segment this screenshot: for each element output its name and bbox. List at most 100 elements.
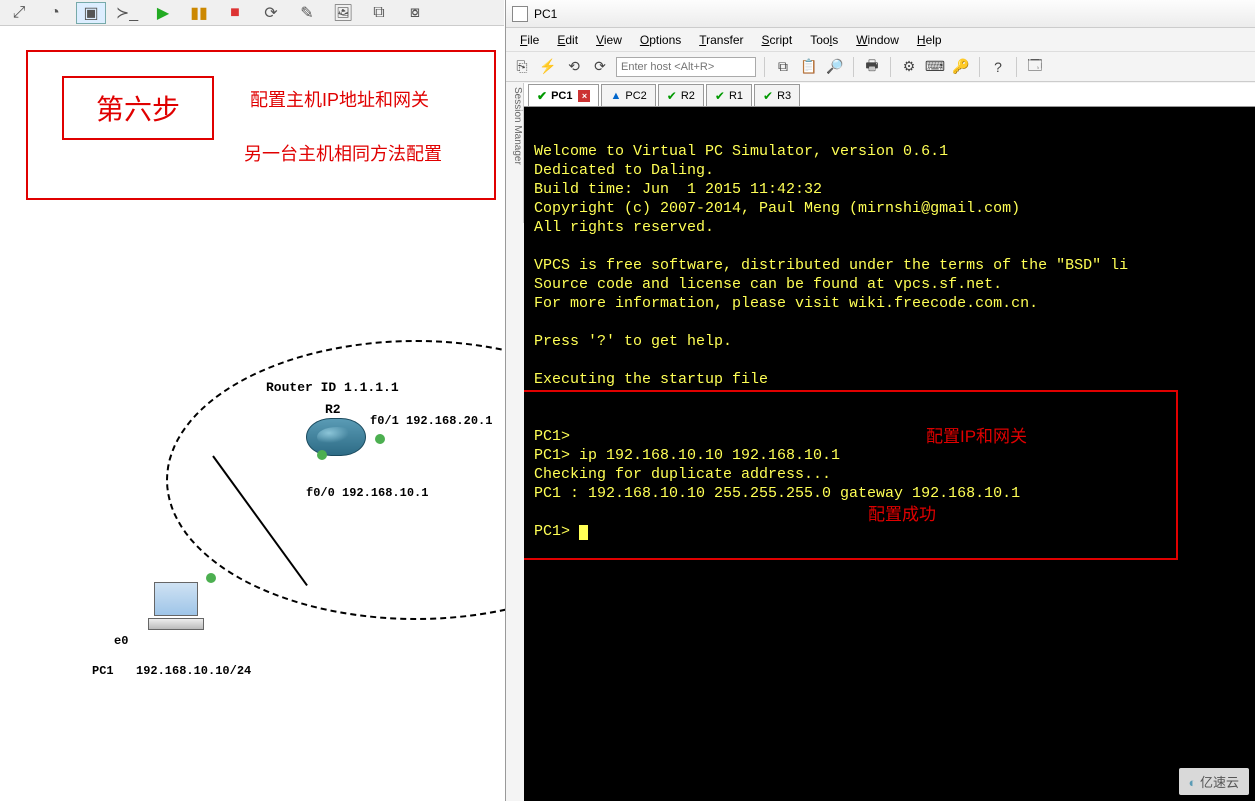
link-dot-router-bottom (317, 450, 327, 460)
term-line: For more information, please visit wiki.… (534, 295, 1038, 312)
iface-f00-name: f0/0 (306, 486, 335, 500)
tb-stop-icon[interactable]: ■ (220, 2, 250, 24)
annotation-line2: 另一台主机相同方法配置 (244, 140, 442, 166)
tb-play-icon[interactable]: ▶ (148, 2, 178, 24)
tb-gear-icon[interactable]: ⚙ (899, 57, 919, 77)
tb-edit-icon[interactable]: ✎ (292, 2, 322, 24)
iface-f01-label: f0/1 192.168.20.1 (370, 414, 492, 428)
router-icon[interactable] (306, 418, 366, 456)
menu-help[interactable]: Help (909, 31, 950, 49)
tb-clock-icon[interactable]: ◔ (40, 2, 70, 24)
tb-image-icon[interactable]: 🖼 (328, 2, 358, 24)
term-line: PC1> (534, 428, 570, 445)
term-line: Checking for duplicate address... (534, 466, 831, 483)
step-title: 第六步 (96, 88, 180, 128)
topology-canvas[interactable]: Router ID 1.1.1.1 R2 f0/1 192.168.20.1 f… (0, 280, 504, 730)
pc-ip-label: 192.168.10.10/24 (136, 664, 251, 678)
term-line: Source code and license can be found at … (534, 276, 1002, 293)
tab-r2[interactable]: ✔ R2 (658, 84, 704, 106)
host-input[interactable] (616, 57, 756, 77)
watermark: ◐ 亿速云 (1179, 768, 1250, 795)
tb-cli-icon[interactable]: ≻_ (112, 2, 142, 24)
tab-pc1[interactable]: ✔ PC1 × (528, 84, 599, 106)
term-prompt: PC1> (534, 523, 579, 540)
term-line: Dedicated to Daling. (534, 162, 714, 179)
tb-find-icon[interactable]: 🔎 (825, 57, 845, 77)
toolbar-sep3 (890, 57, 891, 77)
warn-icon: ▲ (610, 90, 621, 102)
securecrt-window: PC1 File Edit View Options Transfer Scri… (505, 0, 1255, 801)
tb-quick-icon[interactable]: ⚡ (538, 57, 558, 77)
menu-options[interactable]: Options (632, 31, 689, 49)
tb-disconnect-icon[interactable]: ⟳ (590, 57, 610, 77)
menu-window[interactable]: Window (848, 31, 907, 49)
tab-pc2[interactable]: ▲ PC2 (601, 84, 655, 106)
term-line: PC1 : 192.168.10.10 255.255.255.0 gatewa… (534, 485, 1020, 502)
iface-f00-ip: 192.168.10.1 (342, 486, 428, 500)
session-manager-tab[interactable]: Session Manager (506, 83, 524, 223)
menu-transfer[interactable]: Transfer (691, 31, 751, 49)
tb-zoom-icon[interactable]: ⤢ (4, 2, 34, 24)
term-line: Executing the startup file (534, 371, 768, 388)
tb-help-icon[interactable]: ? (988, 57, 1008, 77)
tab-label: PC1 (551, 90, 572, 102)
term-line: All rights reserved. (534, 219, 714, 236)
tab-label: R2 (681, 90, 695, 102)
cursor (579, 525, 588, 540)
titlebar[interactable]: PC1 (506, 0, 1255, 28)
tb-print-icon[interactable]: 🖶 (862, 57, 882, 77)
iface-f00-label: f0/0 192.168.10.1 (306, 486, 428, 500)
tb-copy-icon[interactable]: ⧉ (773, 57, 793, 77)
pc-icon[interactable] (148, 582, 204, 632)
tb-target-icon[interactable]: ▣ (76, 2, 106, 24)
tb-keyboard-icon[interactable]: ⌨ (925, 57, 945, 77)
terminal[interactable]: Welcome to Virtual PC Simulator, version… (524, 107, 1255, 801)
menu-tools[interactable]: Tools (802, 31, 846, 49)
step-title-box: 第六步 (62, 76, 214, 140)
annotation-line1: 配置主机IP地址和网关 (250, 86, 429, 112)
tab-r3[interactable]: ✔ R3 (754, 84, 800, 106)
tb-paste-icon[interactable]: 📋 (799, 57, 819, 77)
router-name-label: R2 (325, 402, 341, 417)
menu-edit[interactable]: Edit (549, 31, 586, 49)
check-icon: ✔ (537, 89, 547, 103)
term-line: PC1> ip 192.168.10.10 192.168.10.1 (534, 447, 840, 464)
menu-script[interactable]: Script (754, 31, 801, 49)
tab-label: PC2 (625, 90, 646, 102)
pc-name-label: PC1 (92, 664, 114, 678)
tab-label: R1 (729, 90, 743, 102)
toolbar-sep5 (1016, 57, 1017, 77)
term-line: Welcome to Virtual PC Simulator, version… (534, 143, 948, 160)
close-icon[interactable]: × (578, 90, 590, 102)
window-title: PC1 (534, 7, 557, 21)
watermark-text: 亿速云 (1200, 775, 1239, 790)
session-tabbar: ✔ PC1 × ▲ PC2 ✔ R2 ✔ R1 ✔ R3 (524, 83, 1255, 107)
tb-reload-icon[interactable]: ⟳ (256, 2, 286, 24)
term-line: Copyright (c) 2007-2014, Paul Meng (mirn… (534, 200, 1020, 217)
tb-snapshot-icon[interactable]: ⧇ (400, 2, 430, 24)
router-id-label: Router ID 1.1.1.1 (266, 380, 399, 395)
tb-about-icon[interactable]: 🗔 (1025, 57, 1045, 77)
term-line: Build time: Jun 1 2015 11:42:32 (534, 181, 822, 198)
tb-pause-icon[interactable]: ▮▮ (184, 2, 214, 24)
gns3-toolbar: ⤢ ◔ ▣ ≻_ ▶ ▮▮ ■ ⟳ ✎ 🖼 ⧉ ⧇ (0, 0, 504, 26)
tb-key-icon[interactable]: 🔑 (951, 57, 971, 77)
toolbar-sep2 (853, 57, 854, 77)
terminal-annotation-ip: 配置IP和网关 (926, 427, 1027, 446)
check-icon: ✔ (763, 89, 773, 103)
menu-file[interactable]: File (512, 31, 547, 49)
tb-reconnect-icon[interactable]: ⟲ (564, 57, 584, 77)
pc-iface-label: e0 (114, 634, 128, 648)
menu-view[interactable]: View (588, 31, 630, 49)
check-icon: ✔ (715, 89, 725, 103)
tab-r1[interactable]: ✔ R1 (706, 84, 752, 106)
tb-connect-icon[interactable]: ⎘ (512, 57, 532, 77)
terminal-annotation-ok: 配置成功 (868, 505, 936, 524)
crt-toolbar: ⎘ ⚡ ⟲ ⟳ ⧉ 📋 🔎 🖶 ⚙ ⌨ 🔑 ? 🗔 (506, 52, 1255, 82)
window-icon (512, 6, 528, 22)
link-dot-pc (206, 573, 216, 583)
tb-area-icon[interactable]: ⧉ (364, 2, 394, 24)
term-line: Press '?' to get help. (534, 333, 732, 350)
gns3-pane: ⤢ ◔ ▣ ≻_ ▶ ▮▮ ■ ⟳ ✎ 🖼 ⧉ ⧇ 第六步 配置主机IP地址和网… (0, 0, 504, 801)
tab-label: R3 (777, 90, 791, 102)
